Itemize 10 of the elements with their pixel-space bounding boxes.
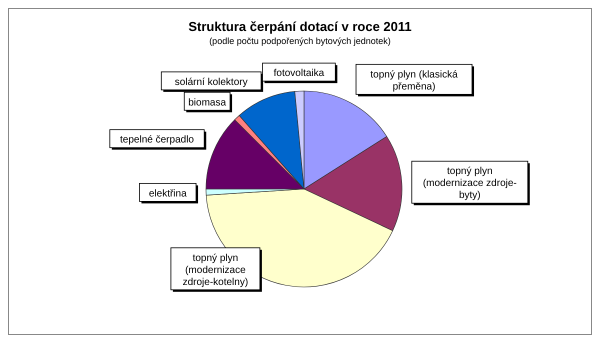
slice-label: elektřina — [148, 188, 188, 200]
slice-label: topný plyn (modernizace zdroje-kotelny) — [182, 252, 248, 288]
slice-label: tepelné čerpadlo — [120, 134, 194, 146]
slice-label: topný plyn (modernizace zdroje- byty) — [422, 166, 517, 202]
slice-label: solární kolektory — [174, 76, 248, 88]
slice-label: biomasa — [188, 97, 226, 108]
slice-label: fotovoltaika — [274, 68, 325, 80]
chart-title: Struktura čerpání dotací v roce 2011 — [187, 19, 413, 34]
chart-subtitle: (podle počtu podpořených bytových jednotek) — [208, 36, 392, 46]
slice-label: topný plyn (klasická přeměna) — [370, 69, 458, 92]
